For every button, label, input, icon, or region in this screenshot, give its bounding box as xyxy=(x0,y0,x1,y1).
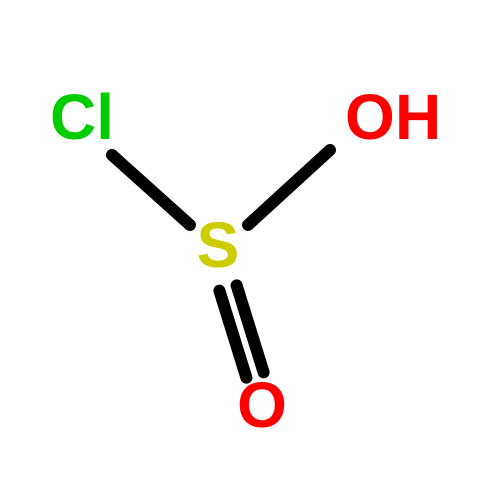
atom-label-h: H xyxy=(395,81,441,153)
bond-line xyxy=(112,155,190,225)
atom-label-cl: Cl xyxy=(50,81,114,153)
atoms-layer: ClSOHO xyxy=(50,81,441,441)
atom-label-o2: O xyxy=(237,369,287,441)
atom-label-o1: O xyxy=(345,81,395,153)
bond-line xyxy=(248,150,330,225)
molecule-diagram: ClSOHO xyxy=(0,0,500,500)
atom-label-s: S xyxy=(197,209,240,281)
